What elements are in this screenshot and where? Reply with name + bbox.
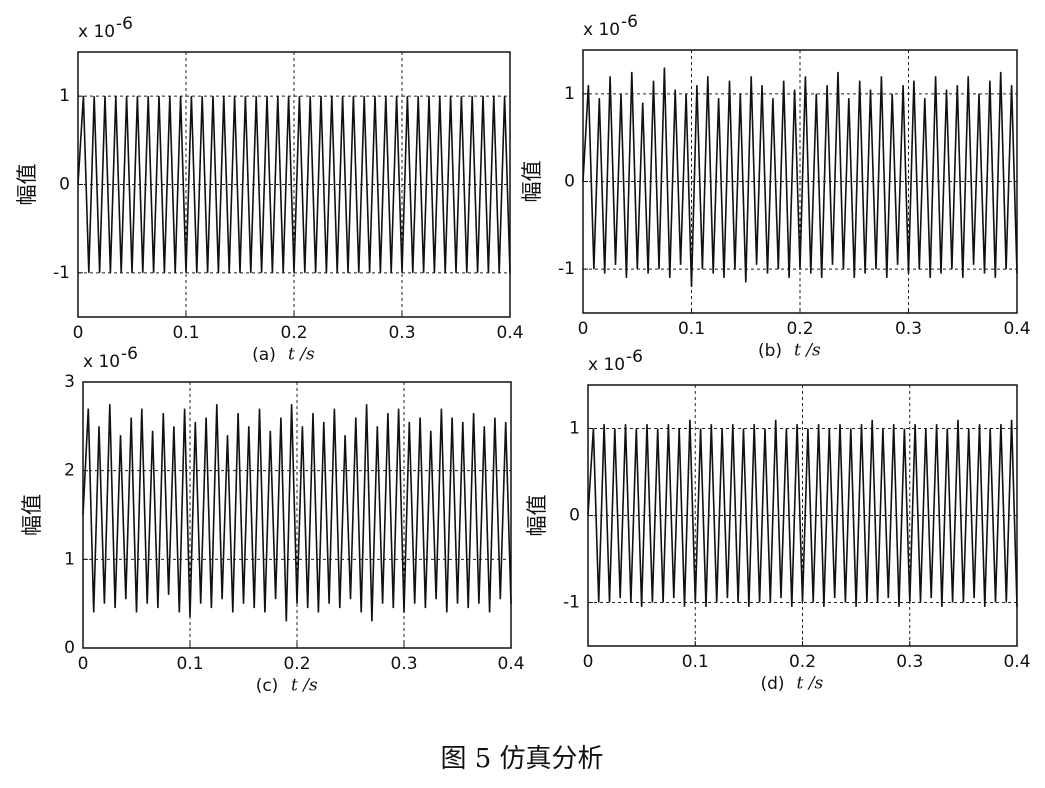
y-tick-label: 2 — [64, 461, 75, 481]
y-tick-label: 0 — [64, 638, 75, 658]
signal-line — [82, 404, 512, 622]
x-tick-label: 0.1 — [176, 654, 203, 674]
x-tick-label: 0.2 — [280, 323, 307, 343]
axis-exponent: -6 — [621, 12, 638, 32]
y-axis-label: 幅值 — [15, 164, 39, 206]
y-axis-label: 幅值 — [525, 495, 549, 537]
y-tick-label: 0 — [569, 506, 580, 526]
x-axis-label: t /s — [288, 345, 315, 365]
y-tick-label: -1 — [558, 259, 575, 279]
x-tick-label: 0.4 — [496, 323, 523, 343]
x-tick-label: 0.3 — [896, 652, 923, 672]
plot-frame — [582, 49, 1018, 314]
y-tick-label: 0 — [564, 172, 575, 192]
x-axis-label: t /s — [797, 674, 824, 694]
x-tick-label: 0.2 — [786, 319, 813, 339]
x-tick-label: 0.1 — [682, 652, 709, 672]
axis-multiplier: x 10 — [588, 355, 625, 375]
panel-label: (a) — [252, 345, 276, 365]
x-tick-label: 0.2 — [283, 654, 310, 674]
x-tick-label: 0.3 — [388, 323, 415, 343]
axis-multiplier: x 10 — [83, 352, 120, 372]
signal-line — [77, 96, 511, 273]
y-tick-label: 3 — [64, 372, 75, 392]
x-tick-label: 0.2 — [789, 652, 816, 672]
y-tick-label: 1 — [569, 419, 580, 439]
x-tick-label: 0.4 — [1003, 652, 1030, 672]
axis-exponent: -6 — [626, 347, 643, 367]
x-tick-label: 0 — [578, 319, 589, 339]
signal-line — [587, 419, 1018, 607]
x-tick-label: 0 — [78, 654, 89, 674]
axis-multiplier: x 10 — [78, 22, 115, 42]
x-tick-label: 0.3 — [895, 319, 922, 339]
y-axis-label: 幅值 — [20, 494, 44, 536]
panel-label: (c) — [256, 676, 279, 696]
figure-caption: 图 5 仿真分析 — [440, 744, 603, 774]
axis-exponent: -6 — [116, 14, 133, 34]
x-tick-label: 0.4 — [1003, 319, 1030, 339]
plot-frame — [587, 384, 1018, 647]
x-axis-label: t /s — [291, 676, 318, 696]
axis-exponent: -6 — [121, 344, 138, 364]
x-tick-label: 0.1 — [678, 319, 705, 339]
x-tick-label: 0.1 — [172, 323, 199, 343]
x-tick-label: 0.4 — [497, 654, 524, 674]
x-axis-label: t /s — [794, 341, 821, 361]
plot-frame — [77, 51, 511, 318]
panel-label: (b) — [758, 341, 782, 361]
x-tick-label: 0 — [583, 652, 594, 672]
y-tick-label: -1 — [563, 593, 580, 613]
y-axis-label: 幅值 — [520, 161, 544, 203]
x-tick-label: 0.3 — [390, 654, 417, 674]
signal-line — [582, 67, 1018, 287]
panel-label: (d) — [760, 674, 784, 694]
y-tick-label: -1 — [53, 263, 70, 283]
y-tick-label: 1 — [64, 549, 75, 569]
axis-multiplier: x 10 — [583, 20, 620, 40]
x-tick-label: 0 — [73, 323, 84, 343]
y-tick-label: 0 — [59, 175, 70, 195]
y-tick-label: 1 — [564, 84, 575, 104]
plot-frame — [82, 381, 512, 649]
y-tick-label: 1 — [59, 86, 70, 106]
